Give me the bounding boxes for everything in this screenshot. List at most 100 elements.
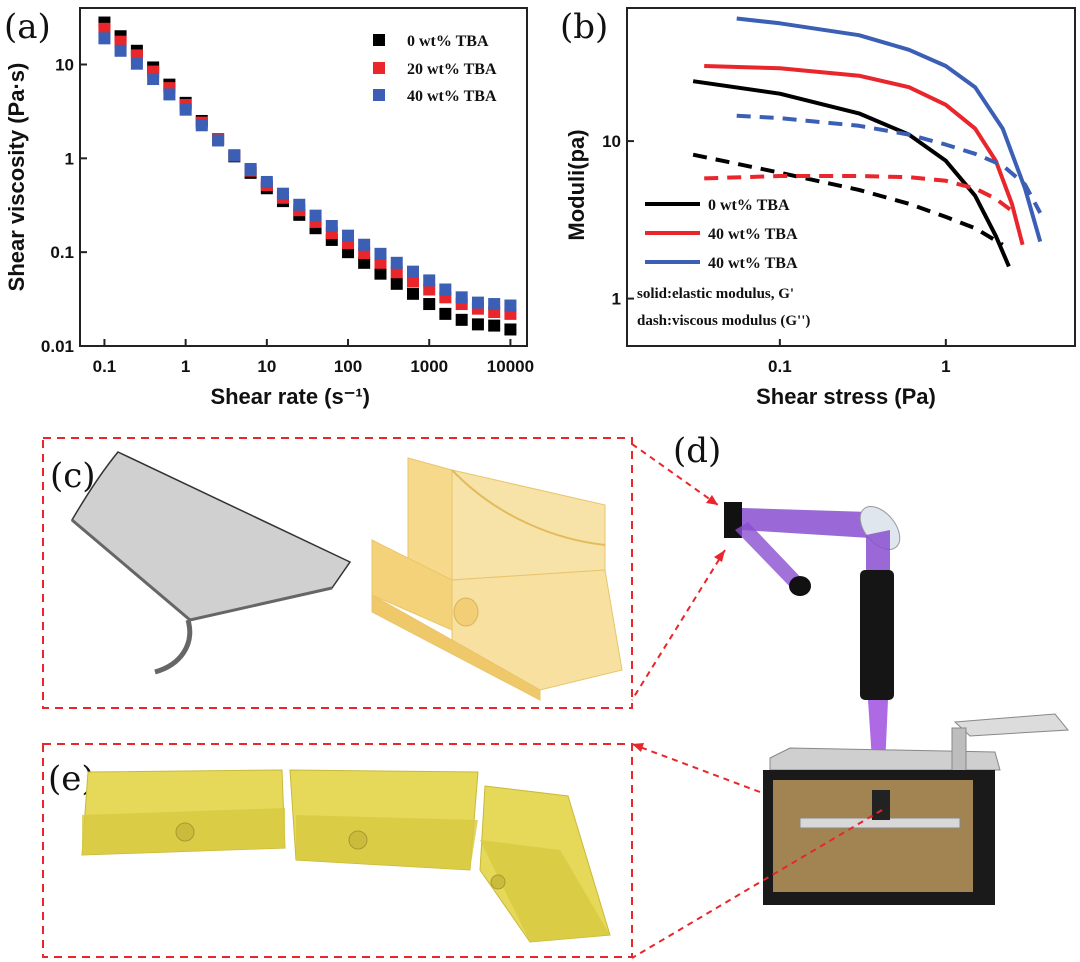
panel-label-b: (b) xyxy=(560,7,608,47)
chart-b-ytick-label: 10 xyxy=(602,132,621,151)
chart-a-point-s1-20 xyxy=(423,283,436,296)
arrow-d-to-e xyxy=(631,809,883,959)
panel-e: (e) xyxy=(42,743,633,958)
chart-a-point-s2-16 xyxy=(358,238,371,251)
light-beam-horizontal xyxy=(742,508,870,538)
chart-a-point-s1-16 xyxy=(358,246,371,259)
chart-a-point-s2-7 xyxy=(212,134,225,147)
chart-b-solid-line-0 xyxy=(692,79,1011,268)
chart-a-point-s2-22 xyxy=(455,291,468,304)
chart-b-ytick-label: 1 xyxy=(612,290,621,309)
chart-b-dash-line-2 xyxy=(736,113,1042,214)
chart-a-ytick-label: 0.1 xyxy=(50,243,74,262)
legend-a-label-1: 20 wt% TBA xyxy=(407,61,497,78)
chart-a-point-s2-18 xyxy=(390,256,403,269)
chart-a-xtick-label: 10 xyxy=(257,357,276,376)
chart-b-solid-line-2 xyxy=(736,16,1043,243)
arrow-c-to-d-head xyxy=(706,495,718,505)
chart-a-ytick-label: 10 xyxy=(55,55,74,74)
chart-a-point-s2-8 xyxy=(228,149,241,162)
chart-a-xlabel: Shear rate (s⁻¹) xyxy=(210,384,370,409)
chart-a-point-s2-15 xyxy=(342,229,355,242)
chart-b: (b) 1 10 0.1 1 Shear stress (Pa) Moduli(pa… xyxy=(560,7,1076,409)
arrow-e-to-d-head xyxy=(632,743,644,752)
chart-a-point-s1-1 xyxy=(114,35,127,48)
arrow-e-to-d xyxy=(631,743,761,793)
chart-a-point-s2-0 xyxy=(98,32,111,45)
chart-a-point-s2-9 xyxy=(244,162,257,175)
chart-a-point-s2-6 xyxy=(195,119,208,132)
chart-a: (a) 0.01 0.1 1 10 0.1 1 10 100 1000 10000 Shear … xyxy=(4,7,534,409)
chart-a-point-s2-25 xyxy=(504,299,517,312)
chart-a-point-s0-25 xyxy=(504,323,517,336)
chart-a-point-s2-14 xyxy=(325,220,338,233)
chart-a-point-s0-19 xyxy=(406,287,419,300)
chart-a-point-s2-11 xyxy=(276,187,289,200)
chart-b-xtick-label: 1 xyxy=(941,357,950,376)
chart-a-point-s2-20 xyxy=(423,274,436,287)
chart-a-point-s2-3 xyxy=(147,73,160,86)
chart-a-point-s0-15 xyxy=(342,246,355,259)
chart-a-xtick-label: 1 xyxy=(181,357,190,376)
chart-a-ytick-label: 1 xyxy=(65,149,74,168)
chart-b-note-solid: solid:elastic modulus, G' xyxy=(637,286,794,302)
printed-molds-photo xyxy=(81,769,611,943)
chart-a-point-s2-1 xyxy=(114,44,127,57)
chart-a-point-s2-23 xyxy=(471,296,484,309)
chart-a-point-s2-2 xyxy=(130,57,143,70)
chart-a-ylabel: Shear viscosity (Pa·s) xyxy=(4,63,29,292)
chart-a-point-s0-24 xyxy=(488,319,501,332)
legend-b-label-1: 40 wt% TBA xyxy=(708,226,798,243)
chart-a-point-s2-4 xyxy=(163,88,176,101)
chart-a-point-s0-16 xyxy=(358,256,371,269)
chart-b-frame xyxy=(626,7,1076,347)
panel-c-dashed-box xyxy=(42,437,633,709)
legend-b-label-0: 0 wt% TBA xyxy=(708,197,790,214)
chart-a-xtick-label: 1000 xyxy=(410,357,448,376)
chart-a-frame xyxy=(79,7,528,347)
panel-label-c: (c) xyxy=(50,456,96,496)
chart-a-point-s0-18 xyxy=(390,277,403,290)
light-beam-vertical xyxy=(866,530,890,574)
projection-lens xyxy=(860,570,894,700)
panel-e-dashed-box xyxy=(42,743,633,958)
light-beam-diagonal xyxy=(735,522,808,592)
chart-a-point-s0-23 xyxy=(471,318,484,331)
chart-b-solid-line-1 xyxy=(704,64,1025,246)
chart-a-point-s0-17 xyxy=(374,267,387,280)
legend-a-label-0: 0 wt% TBA xyxy=(407,33,489,50)
chart-a-point-s1-0 xyxy=(98,22,111,35)
chart-a-point-s2-10 xyxy=(260,175,273,188)
chart-a-point-s1-18 xyxy=(390,266,403,279)
chart-a-point-s2-24 xyxy=(488,298,501,311)
chart-b-xtick-label: 0.1 xyxy=(768,357,792,376)
chart-a-xtick-label: 10000 xyxy=(487,357,534,376)
chart-a-point-s2-19 xyxy=(406,265,419,278)
chart-a-xtick-label: 100 xyxy=(334,357,362,376)
chart-a-xtick-label: 0.1 xyxy=(93,357,117,376)
chart-a-point-s2-13 xyxy=(309,209,322,222)
chart-a-point-s2-21 xyxy=(439,283,452,296)
fin-stem xyxy=(154,619,193,675)
chart-b-note-dash: dash:viscous modulus (G'') xyxy=(637,313,810,329)
panel-c: (c) xyxy=(42,437,633,709)
chart-b-ylabel: Moduli(pa) xyxy=(564,129,589,240)
chart-a-point-s0-20 xyxy=(423,298,436,311)
panel-label-d: (d) xyxy=(673,431,721,471)
legend-b-label-2: 40 wt% TBA xyxy=(708,255,798,272)
chart-a-ytick-label: 0.01 xyxy=(41,337,74,356)
legend-a-label-2: 40 wt% TBA xyxy=(407,88,497,105)
chart-a-point-s0-21 xyxy=(439,307,452,320)
panel-label-a: (a) xyxy=(4,7,51,47)
chart-a-point-s2-12 xyxy=(293,198,306,211)
resin-vat-top xyxy=(769,747,1001,771)
legend-a-swatch-1 xyxy=(373,62,385,74)
chart-a-point-s0-22 xyxy=(455,313,468,326)
build-arm xyxy=(953,713,1070,737)
printed-part xyxy=(872,790,890,820)
legend-a-swatch-0 xyxy=(373,34,385,46)
arrow-d-to-c xyxy=(631,549,726,701)
legend-a-swatch-2 xyxy=(373,89,385,101)
chart-a-point-s2-5 xyxy=(179,103,192,116)
